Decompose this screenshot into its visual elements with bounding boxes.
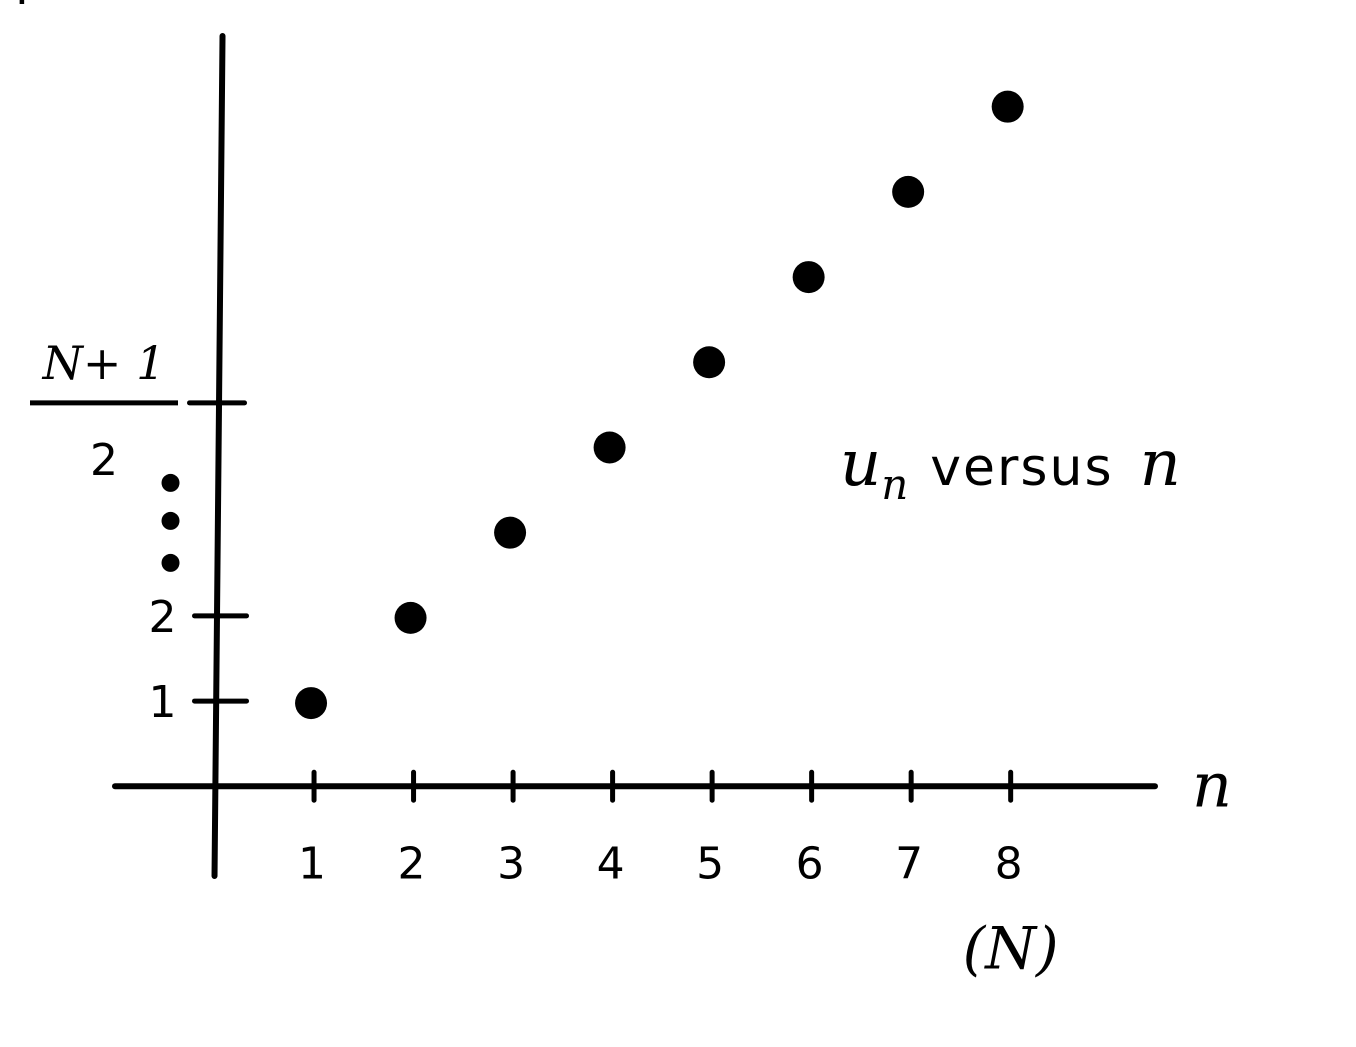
ellipsis-dot-3: [161, 553, 180, 572]
x-tick-label-8: 8: [995, 838, 1023, 889]
x-tick-extra-label: (N): [963, 914, 1059, 982]
x-tick-label-5: 5: [696, 838, 724, 889]
x-tick-label-2: 2: [398, 838, 426, 889]
ellipsis-dot-1: [161, 473, 180, 492]
data-point-1: [295, 687, 328, 720]
data-point-8: [991, 90, 1024, 123]
x-tick-label-1: 1: [298, 838, 326, 889]
y-ellipsis: [161, 473, 180, 572]
data-point-3: [494, 516, 527, 549]
x-tick-label-6: 6: [796, 838, 824, 889]
title-variable: u: [840, 427, 881, 501]
y-ellipsis-text: ⋮: [0, 0, 44, 11]
data-point-5: [693, 346, 726, 379]
y-tick-label-1: 1: [149, 677, 177, 728]
title-end-variable: n: [1140, 427, 1181, 501]
x-axis-label: n: [1192, 748, 1232, 821]
data-point-2: [394, 601, 427, 634]
x-tick-label-4: 4: [597, 838, 625, 889]
y-axis: [211, 33, 226, 879]
chart-title: un versus n: [840, 427, 1181, 509]
data-point-4: [593, 431, 626, 464]
title-middle-word: versus: [930, 438, 1113, 498]
ellipsis-dot-2: [161, 511, 180, 530]
x-tick-label-7: 7: [895, 838, 923, 889]
y-tick-label-2: 2: [149, 592, 177, 643]
data-point-6: [792, 261, 825, 294]
data-point-7: [892, 175, 925, 208]
y-fraction-denominator: 2: [90, 435, 118, 486]
y-fraction-numerator: N+ 1: [42, 336, 166, 390]
title-subscript: n: [881, 460, 908, 509]
x-tick-label-3: 3: [497, 838, 525, 889]
